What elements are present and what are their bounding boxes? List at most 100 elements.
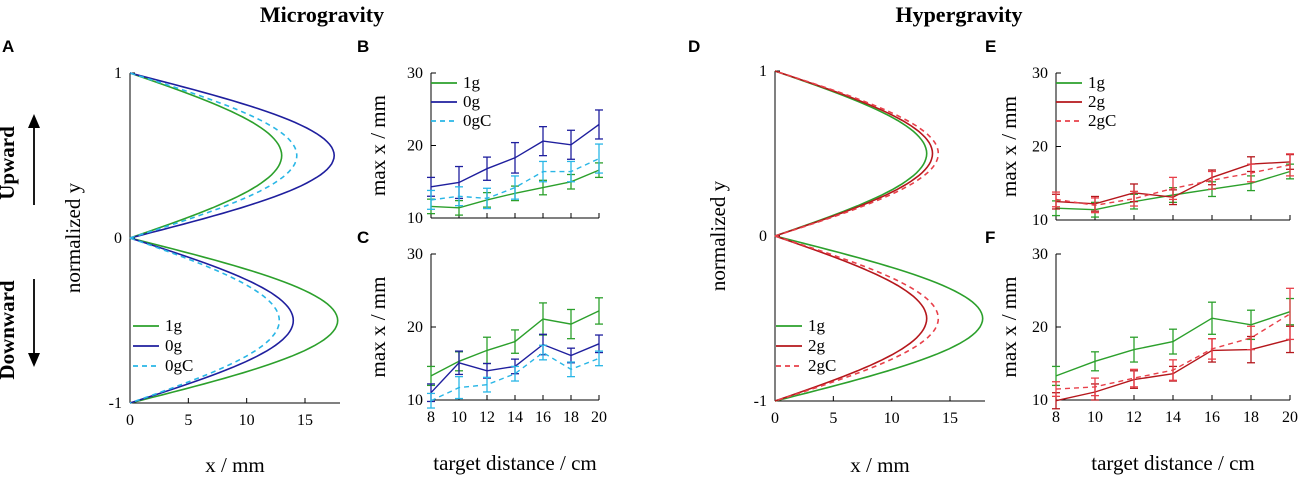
y-tick-label: 30 [407, 65, 423, 82]
series-2gC-errorbar [1286, 153, 1294, 177]
series-0gC-errorbar [427, 392, 435, 409]
panel-letter: A [2, 37, 14, 56]
legend-label-0gC: 0gC [165, 356, 193, 375]
x-tick-label: 14 [507, 409, 523, 426]
series-1g-errorbar [1130, 336, 1138, 363]
panel-letter: B [357, 37, 369, 56]
series-0gC-downward-line [129, 237, 281, 404]
series-0g-errorbar [483, 156, 491, 181]
y-axis-title: normalized y [706, 180, 730, 291]
y-tick-label: 20 [407, 138, 423, 155]
panel-letter: C [357, 228, 369, 247]
series-0gC-errorbar [595, 350, 603, 367]
legend-label-1g: 1g [1088, 73, 1106, 92]
series-2gC-errorbar [1130, 190, 1138, 207]
y-tick-label: 20 [1032, 319, 1048, 336]
series-0g-errorbar [567, 129, 575, 160]
y-tick-label: 1 [114, 65, 122, 82]
x-tick-label: 8 [1052, 409, 1060, 426]
legend-label-1g: 1g [165, 316, 183, 335]
series-1g-errorbar [427, 365, 435, 387]
x-tick-label: 12 [479, 409, 495, 426]
series-2gC-errorbar [1052, 191, 1060, 208]
series-1g-errorbar [1169, 328, 1177, 355]
series-1g-errorbar [511, 329, 519, 354]
x-tick-label: 12 [1126, 409, 1142, 426]
x-axis-title: x / mm [850, 453, 910, 477]
series-1g-downward-line [774, 235, 984, 402]
series-1g-errorbar [1208, 301, 1216, 335]
series-0gC-errorbar [539, 160, 547, 183]
series-1g-upward-line [774, 70, 928, 237]
series-2gC-errorbar [1169, 359, 1177, 381]
x-tick-label: 5 [829, 410, 837, 427]
series-2gC-errorbar [1052, 381, 1060, 398]
legend-label-0g: 0g [165, 336, 183, 355]
x-tick-label: 8 [427, 409, 435, 426]
y-tick-label: 0 [759, 228, 767, 245]
y-tick-label: 30 [407, 246, 423, 263]
series-1g-upward-line [129, 72, 283, 239]
y-tick-label: -1 [109, 395, 122, 412]
x-axis-title: target distance / cm [433, 451, 596, 475]
heading-microgravity: Microgravity [260, 2, 384, 27]
series-0gC-errorbar [511, 365, 519, 382]
series-0g-errorbar [595, 109, 603, 140]
y-tick-label: 10 [1032, 212, 1048, 229]
y-axis-title: max x / mm [366, 95, 390, 196]
series-2gC-errorbar [1091, 377, 1099, 397]
series-0gC-errorbar [483, 376, 491, 393]
series-2gC-errorbar [1286, 287, 1294, 341]
series-2g-downward-line [774, 235, 928, 402]
x-tick-label: 15 [942, 410, 958, 427]
y-tick-label: 30 [1032, 246, 1048, 263]
x-tick-label: 10 [239, 412, 255, 429]
series-2gC-errorbar [1247, 325, 1255, 351]
legend-label-2gC: 2gC [808, 356, 836, 375]
y-tick-label: -1 [754, 393, 767, 410]
series-0gC-errorbar [595, 143, 603, 174]
x-tick-label: 16 [1204, 409, 1220, 426]
series-1g-errorbar [567, 308, 575, 340]
series-0gC-errorbar [567, 361, 575, 378]
x-tick-label: 18 [1243, 409, 1259, 426]
x-tick-label: 20 [591, 409, 607, 426]
side-label-upward: Upward [0, 126, 19, 200]
legend-label-1g: 1g [463, 73, 481, 92]
y-tick-label: 10 [1032, 392, 1048, 409]
series-0g-errorbar [511, 141, 519, 174]
heading-hypergravity: Hypergravity [895, 2, 1022, 27]
x-tick-label: 15 [297, 412, 313, 429]
arrow-down [28, 279, 40, 367]
series-2g-upward-line [774, 70, 934, 237]
panel-letter: D [688, 37, 700, 56]
x-tick-label: 0 [771, 410, 779, 427]
series-2gC-errorbar [1208, 170, 1216, 190]
panel-letter: F [985, 228, 995, 247]
legend-label-2g: 2g [1088, 92, 1106, 111]
series-2gC-errorbar [1208, 338, 1216, 360]
series-0gC-errorbar [455, 375, 463, 400]
y-axis-title: normalized y [61, 182, 85, 293]
series-0g-errorbar [567, 347, 575, 364]
panel-letter: E [985, 37, 996, 56]
x-tick-label: 20 [1282, 409, 1298, 426]
x-tick-label: 0 [126, 412, 134, 429]
legend-label-2g: 2g [808, 336, 826, 355]
series-0g-errorbar [455, 350, 463, 376]
x-tick-label: 5 [184, 412, 192, 429]
x-tick-label: 14 [1165, 409, 1181, 426]
y-tick-label: 30 [1032, 65, 1048, 82]
x-tick-label: 18 [563, 409, 579, 426]
series-0gC-errorbar [511, 175, 519, 200]
x-tick-label: 10 [1087, 409, 1103, 426]
series-1g-errorbar [483, 336, 491, 365]
side-label-downward: Downward [0, 280, 19, 379]
x-tick-label: 10 [451, 409, 467, 426]
series-1g-errorbar [1091, 351, 1099, 372]
arrow-up [28, 114, 40, 205]
